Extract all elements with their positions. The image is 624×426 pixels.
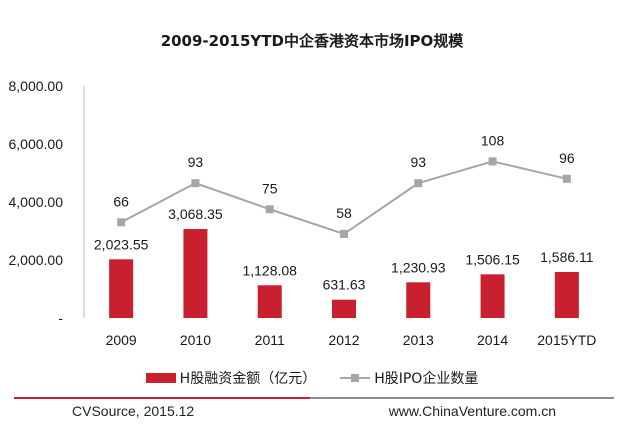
bar-value-label: 631.63	[323, 277, 366, 293]
x-tick-label: 2011	[255, 332, 285, 348]
legend-label-amount: H股融资金额（亿元）	[179, 371, 317, 387]
bar-2011	[257, 285, 282, 318]
footer-website: www.ChinaVenture.com.cn	[388, 403, 556, 419]
bar-value-label: 1,128.08	[242, 262, 297, 278]
legend: H股融资金额（亿元） H股IPO企业数量	[0, 368, 624, 388]
legend-item-amount: H股融资金额（亿元）	[145, 368, 317, 388]
count-value-label: 93	[410, 154, 426, 170]
count-marker-2009	[117, 218, 126, 227]
count-marker-2011	[265, 205, 274, 214]
legend-swatch-line	[340, 372, 371, 384]
x-tick-label: 2012	[328, 332, 359, 348]
count-value-label: 66	[113, 193, 129, 209]
count-marker-2014	[488, 157, 497, 166]
count-marker-2010	[191, 179, 200, 188]
count-value-label: 58	[336, 205, 352, 221]
bar-2010	[183, 229, 208, 318]
bar-value-label: 1,506.15	[465, 251, 520, 267]
x-tick-label: 2014	[477, 332, 508, 348]
y-tick-label: -	[58, 310, 63, 326]
count-line	[120, 160, 568, 236]
legend-swatch-bar	[145, 373, 176, 383]
count-value-label: 75	[262, 180, 278, 196]
legend-item-count: H股IPO企业数量	[340, 368, 478, 388]
bar-2012	[332, 299, 356, 318]
x-tick-label: 2015YTD	[537, 332, 596, 348]
bar-2014	[480, 274, 505, 318]
bar-2015YTD	[554, 272, 579, 318]
y-tick-label: 6,000.00	[9, 136, 64, 152]
x-tick-label: 2009	[106, 332, 137, 348]
footer-rule	[14, 397, 614, 399]
bar-2009	[109, 259, 134, 318]
chart-title: 2009-2015YTD中企香港资本市场IPO规模	[160, 32, 464, 50]
bar-2013	[406, 282, 431, 318]
count-marker-2015YTD	[562, 174, 571, 183]
count-value-label: 93	[188, 154, 204, 170]
y-tick-label: 8,000.00	[9, 78, 64, 94]
bar-value-label: 3,068.35	[168, 206, 223, 222]
bar-value-label: 2,023.55	[94, 236, 149, 252]
count-marker-2013	[414, 179, 423, 188]
count-value-label: 108	[481, 132, 505, 148]
legend-label-count: H股IPO企业数量	[374, 371, 479, 387]
x-tick-label: 2010	[180, 332, 211, 348]
count-marker-2012	[340, 229, 348, 238]
footer-source: CVSource, 2015.12	[72, 403, 195, 419]
y-tick-label: 4,000.00	[9, 194, 64, 210]
bar-value-label: 1,586.11	[540, 249, 594, 265]
count-value-label: 96	[559, 150, 575, 166]
y-tick-label: 2,000.00	[9, 252, 64, 268]
x-tick-label: 2013	[403, 332, 434, 348]
bar-value-label: 1,230.93	[391, 259, 446, 275]
